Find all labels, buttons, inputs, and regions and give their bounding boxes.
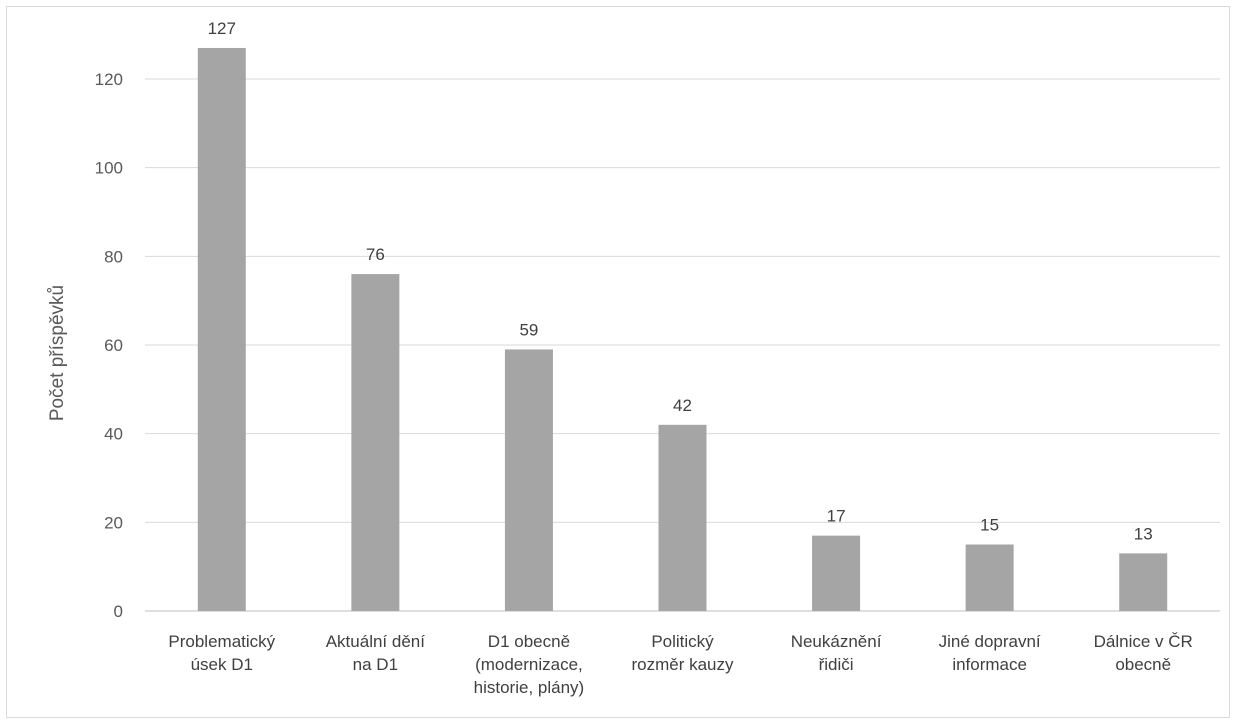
- y-axis-title: Počet příspěvků: [47, 285, 68, 421]
- x-category-label: Jiné dopravní informace: [939, 632, 1041, 674]
- x-category-label: Aktuální dění na D1: [326, 632, 426, 674]
- x-category-label: D1 obecně (modernizace, historie, plány): [474, 632, 585, 697]
- y-tick-label: 80: [104, 247, 123, 266]
- y-tick-label: 100: [95, 159, 123, 178]
- data-labels: 127 76 59 42 17 15 13: [208, 19, 1153, 543]
- data-label: 15: [980, 516, 999, 535]
- bar-chart: 127 76 59 42 17 15 13 0 20 40 60 80 100 120 Problema…: [47, 19, 1220, 697]
- data-label: 59: [519, 320, 538, 339]
- x-category-label: Neukáznění řidiči: [791, 632, 882, 674]
- bar: [351, 274, 400, 611]
- y-tick-label: 120: [95, 70, 123, 89]
- data-label: 42: [673, 396, 692, 415]
- y-tick-label: 0: [114, 602, 123, 621]
- data-label: 17: [827, 507, 846, 526]
- data-label: 127: [208, 19, 236, 38]
- chart-frame: 127 76 59 42 17 15 13 0 20 40 60 80 100 120 Problema…: [6, 6, 1230, 718]
- x-category-label: Dálnice v ČR obecně: [1094, 632, 1193, 674]
- y-tick-label: 40: [104, 425, 123, 444]
- y-tick-label: 20: [104, 513, 123, 532]
- x-axis-category-labels: Problematický úsek D1 Aktuální dění na D1 D1…: [168, 632, 1192, 697]
- bar: [658, 424, 707, 611]
- bar: [965, 544, 1014, 611]
- data-label: 13: [1134, 524, 1153, 543]
- x-category-label: Politický rozměr kauzy: [631, 632, 734, 674]
- y-tick-label: 60: [104, 336, 123, 355]
- x-category-label: Problematický úsek D1: [168, 632, 275, 674]
- bar: [504, 349, 553, 611]
- y-axis-ticks: 0 20 40 60 80 100 120: [95, 70, 123, 621]
- bar: [812, 535, 861, 611]
- gridlines: [145, 78, 1220, 612]
- bar: [1119, 553, 1168, 611]
- data-label: 76: [366, 245, 385, 264]
- bars: [197, 47, 1168, 611]
- bar: [197, 47, 246, 611]
